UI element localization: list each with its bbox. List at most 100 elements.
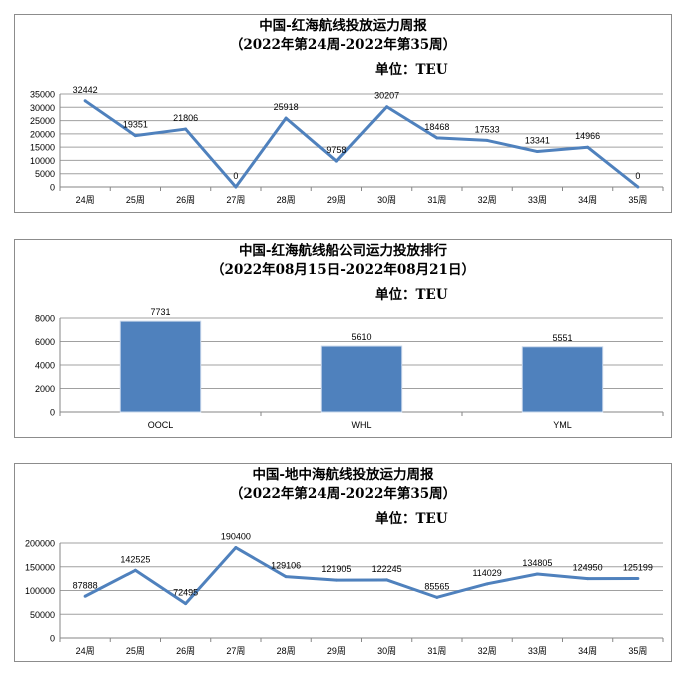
- data-point: [435, 136, 439, 140]
- data-label: 122245: [372, 564, 402, 574]
- x-tick-label: 28周: [277, 195, 296, 205]
- mediterranean-weekly-capacity-chart: 中国-地中海航线投放运力周报 （2022年第24周-2022年第35周） 单位：…: [14, 463, 672, 662]
- chart-title-line1: 中国-红海航线船公司运力投放排行: [238, 243, 448, 259]
- x-tick-label: 34周: [578, 646, 597, 656]
- series-line: [84, 99, 639, 189]
- x-tick-label: 32周: [478, 646, 497, 656]
- y-tick-label: 50000: [30, 610, 55, 620]
- x-tick-label: 25周: [126, 646, 145, 656]
- data-label: 14966: [575, 131, 600, 141]
- x-tick-label: 34周: [578, 195, 597, 205]
- data-label: 134805: [522, 558, 552, 568]
- data-label: 32442: [73, 85, 98, 95]
- x-tick-label: 28周: [277, 646, 296, 656]
- data-point: [133, 568, 137, 572]
- data-point: [334, 578, 338, 582]
- data-label: 85565: [424, 581, 449, 591]
- chart-unit-label: 单位：TEU: [375, 287, 448, 303]
- chart-title-line2: （2022年第24周-2022年第35周）: [229, 486, 457, 502]
- data-label: 0: [233, 171, 238, 181]
- data-point: [334, 159, 338, 163]
- red-sea-carrier-ranking-chart: 中国-红海航线船公司运力投放排行 （2022年08月15日-2022年08月21…: [14, 239, 672, 438]
- x-tick-label: 24周: [76, 195, 95, 205]
- data-label: 21806: [173, 113, 198, 123]
- x-tick-label: 35周: [628, 195, 647, 205]
- y-tick-label: 200000: [25, 539, 55, 549]
- data-point: [184, 602, 188, 606]
- data-label: 72495: [173, 588, 198, 598]
- chart-unit-label: 单位：TEU: [375, 62, 448, 78]
- chart-plot-area: 0 2000 4000 6000 8000 OOCL WHL YML 7731 5610 5551: [35, 307, 664, 430]
- x-tick-label: 30周: [377, 646, 396, 656]
- data-label: 19351: [123, 120, 148, 130]
- y-tick-label: 30000: [30, 103, 55, 113]
- data-label: 17533: [475, 124, 500, 134]
- red-sea-weekly-capacity-chart: 中国-红海航线投放运力周报 （2022年第24周-2022年第35周） 单位：T…: [14, 14, 672, 213]
- y-tick-label: 4000: [35, 361, 55, 371]
- x-tick-label: 24周: [76, 646, 95, 656]
- y-tick-label: 0: [50, 183, 55, 193]
- data-label: 7731: [150, 307, 170, 317]
- data-label: 129106: [271, 561, 301, 571]
- data-point: [385, 105, 389, 109]
- y-tick-label: 0: [50, 408, 55, 418]
- data-label: 114029: [472, 568, 501, 578]
- chart-title-line2: （2022年第24周-2022年第35周）: [229, 37, 457, 53]
- x-tick-label: 33周: [528, 195, 547, 205]
- data-point: [284, 116, 288, 120]
- data-point: [535, 572, 539, 576]
- x-tick-label: 35周: [628, 646, 647, 656]
- data-label: 5610: [351, 332, 371, 342]
- data-point: [586, 577, 590, 581]
- data-point: [485, 582, 489, 586]
- chart-title-line2: （2022年08月15日-2022年08月21日）: [211, 262, 475, 278]
- chart-plot-area: 0 5000 10000 15000 20000 25000 30000 35000 24周 25…: [30, 85, 664, 205]
- y-tick-label: 8000: [35, 314, 55, 324]
- y-tick-label: 150000: [25, 562, 55, 572]
- x-tick-label: 26周: [176, 646, 195, 656]
- data-label: 30207: [374, 91, 399, 101]
- data-point: [234, 185, 238, 189]
- data-point: [636, 185, 640, 189]
- data-point: [485, 138, 489, 142]
- y-tick-label: 6000: [35, 337, 55, 347]
- data-label: 5551: [552, 333, 572, 343]
- x-tick-label: 26周: [176, 195, 195, 205]
- chart-title-line1: 中国-地中海航线投放运力周报: [252, 467, 434, 483]
- data-label: 25918: [274, 102, 299, 112]
- series-line: [84, 546, 638, 606]
- data-label: 124950: [573, 563, 603, 573]
- data-label: 18468: [424, 122, 449, 132]
- y-tick-label: 10000: [30, 156, 55, 166]
- x-tick-label: 29周: [327, 195, 346, 205]
- data-label: 0: [635, 171, 640, 181]
- x-tick-label: 29周: [327, 646, 346, 656]
- y-tick-label: 100000: [25, 586, 55, 596]
- bar: [320, 345, 403, 413]
- x-tick-label: WHL: [352, 420, 372, 430]
- data-label: 190400: [221, 532, 251, 542]
- data-point: [385, 578, 389, 582]
- data-label: 142525: [120, 554, 150, 564]
- x-tick-label: 27周: [226, 195, 245, 205]
- x-tick-label: 31周: [427, 646, 446, 656]
- y-tick-label: 35000: [30, 90, 55, 100]
- x-tick-label: 25周: [126, 195, 145, 205]
- data-label: 13341: [525, 136, 550, 146]
- data-point: [535, 150, 539, 154]
- data-point: [184, 127, 188, 131]
- chart-title-line1: 中国-红海航线投放运力周报: [259, 18, 427, 34]
- data-point: [586, 145, 590, 149]
- x-tick-label: 32周: [478, 195, 497, 205]
- x-tick-label: 27周: [226, 646, 245, 656]
- x-tick-label: 31周: [427, 195, 446, 205]
- data-label: 125199: [623, 563, 653, 573]
- data-label: 121905: [321, 564, 351, 574]
- y-tick-label: 20000: [30, 129, 55, 139]
- bar: [119, 320, 202, 413]
- data-point: [636, 577, 640, 581]
- x-tick-label: 30周: [377, 195, 396, 205]
- x-tick-label: 33周: [528, 646, 547, 656]
- data-label: 87888: [73, 580, 98, 590]
- chart-plot-area: 0 50000 100000 150000 200000 24周 25周 26周 27周 28周 2…: [25, 532, 664, 656]
